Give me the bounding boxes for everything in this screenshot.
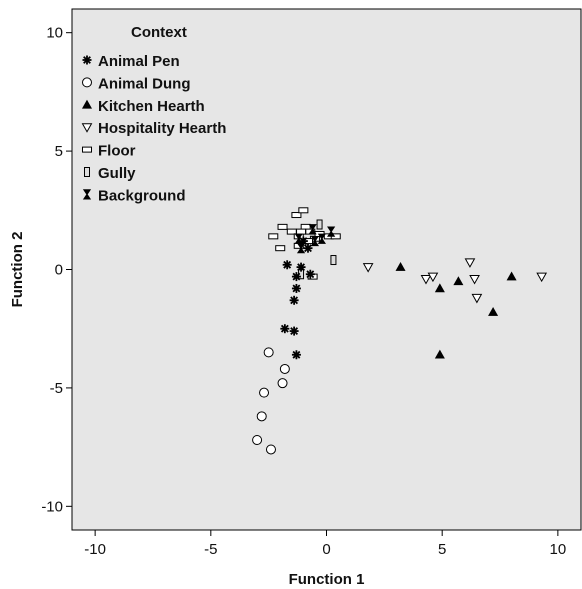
legend-label-animal-pen: Animal Pen: [98, 53, 180, 70]
legend-label-hospitality-hearth: Hospitality Hearth: [98, 120, 226, 137]
axis-ticks: -10 -5 0 5 10 -10 -5 0 5 10: [41, 25, 566, 558]
point-kitchen-hearth: [453, 276, 464, 286]
point-background: [327, 226, 336, 237]
legend-label-floor: Floor: [98, 143, 136, 160]
legend-label-background: Background: [98, 187, 186, 204]
x-tick-label: 0: [322, 541, 330, 558]
legend-label-gully: Gully: [98, 165, 136, 182]
point-animal-dung: [277, 378, 288, 389]
point-animal-dung: [256, 411, 267, 422]
point-animal-pen: [291, 283, 301, 293]
series-kitchen-hearth: [395, 262, 517, 359]
legend-marker-animal-dung: [82, 77, 92, 88]
point-hospitality-hearth: [362, 263, 374, 273]
point-floor: [298, 207, 309, 214]
x-tick-label: 5: [438, 541, 446, 558]
point-animal-pen: [291, 350, 301, 360]
point-background: [296, 243, 306, 254]
series-animal-dung: [252, 347, 290, 455]
legend-marker-background: [82, 189, 92, 200]
legend-label-kitchen-hearth: Kitchen Hearth: [98, 98, 205, 115]
series-animal-pen: [280, 236, 315, 360]
point-hospitality-hearth: [427, 272, 439, 283]
point-animal-pen: [289, 295, 299, 305]
point-floor: [291, 212, 302, 219]
point-floor: [275, 245, 286, 252]
point-floor: [268, 233, 279, 240]
x-axis-label: Function 1: [289, 571, 365, 588]
point-hospitality-hearth: [464, 258, 476, 268]
point-animal-dung: [279, 363, 290, 374]
point-gully: [316, 219, 323, 230]
point-animal-pen: [289, 326, 299, 336]
x-tick-label: -10: [84, 541, 106, 558]
legend: Context Animal Pen Animal Dung Kitchen Hear…: [81, 24, 226, 204]
point-hospitality-hearth: [471, 293, 483, 304]
point-animal-pen: [291, 272, 301, 282]
y-tick-label: 5: [55, 143, 63, 160]
point-animal-dung: [263, 347, 274, 358]
legend-marker-hospitality-hearth: [81, 123, 93, 133]
point-animal-dung: [265, 444, 276, 455]
point-kitchen-hearth: [506, 271, 517, 281]
plot-area: [71, 8, 582, 531]
point-animal-pen: [280, 324, 290, 334]
legend-marker-floor: [82, 146, 92, 153]
point-kitchen-hearth: [434, 349, 445, 359]
legend-marker-kitchen-hearth: [81, 99, 93, 109]
point-background: [317, 233, 326, 244]
point-kitchen-hearth: [434, 283, 445, 293]
series-hospitality-hearth: [362, 258, 548, 304]
point-hospitality-hearth: [420, 274, 432, 285]
point-animal-pen: [282, 260, 292, 270]
point-kitchen-hearth: [395, 262, 406, 271]
point-floor: [296, 228, 307, 235]
point-animal-pen: [298, 236, 308, 246]
point-animal-dung: [252, 435, 263, 446]
legend-marker-gully: [84, 167, 90, 177]
point-animal-dung: [259, 387, 270, 398]
point-hospitality-hearth: [469, 274, 480, 285]
point-animal-pen: [305, 269, 315, 279]
point-kitchen-hearth: [488, 307, 499, 316]
x-tick-label: -5: [204, 541, 217, 558]
point-background: [308, 224, 317, 235]
point-floor: [277, 223, 288, 230]
point-hospitality-hearth: [536, 272, 548, 283]
legend-marker-animal-pen: [82, 55, 92, 65]
legend-title: Context: [131, 24, 187, 41]
point-animal-pen: [296, 262, 306, 272]
point-background: [310, 235, 320, 247]
y-tick-label: -5: [50, 380, 63, 397]
y-tick-label: 0: [55, 262, 63, 279]
point-gully: [330, 255, 337, 266]
y-axis-label: Function 2: [9, 232, 26, 308]
y-tick-label: -10: [41, 498, 63, 515]
legend-label-animal-dung: Animal Dung: [98, 75, 191, 92]
data-points: [252, 207, 548, 455]
point-animal-pen: [303, 243, 313, 253]
y-tick-label: 10: [46, 25, 63, 42]
x-tick-label: 10: [550, 541, 567, 558]
